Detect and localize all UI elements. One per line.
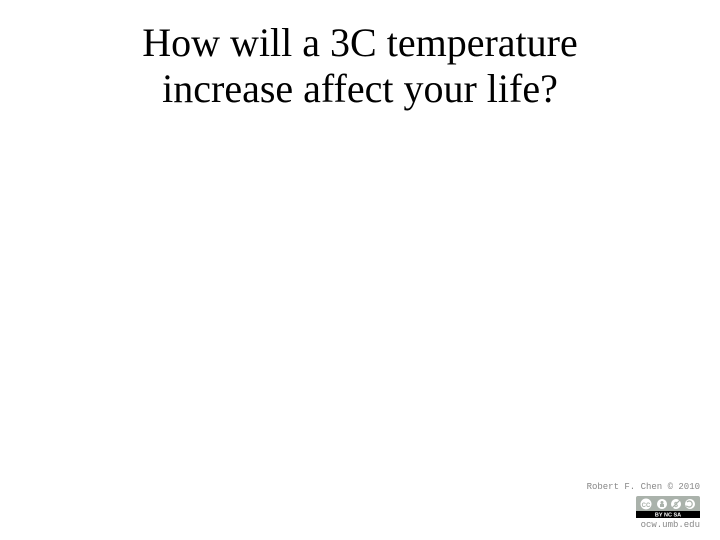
svg-text:CC: CC (642, 503, 651, 509)
cc-label-text: BY NC SA (655, 513, 681, 519)
slide-title: How will a 3C temperature increase affec… (0, 0, 720, 112)
site-url-text: ocw.umb.edu (641, 520, 700, 530)
title-line-2: increase affect your life? (162, 66, 558, 111)
cc-license-badge: CC $ BY NC SA (636, 496, 700, 518)
title-line-1: How will a 3C temperature (142, 20, 577, 65)
attribution-text: Robert F. Chen © 2010 (587, 482, 700, 492)
